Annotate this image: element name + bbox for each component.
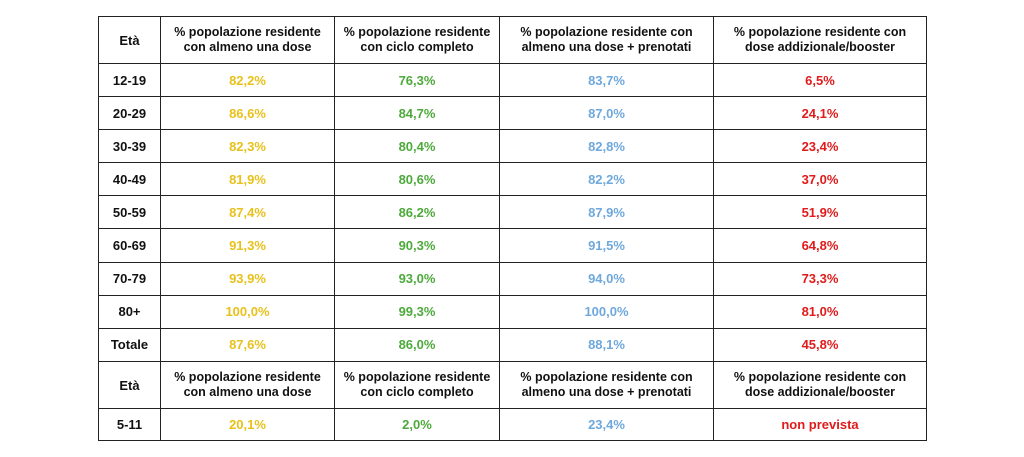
column-header: % popolazione residente con almeno una d…: [160, 361, 335, 409]
percentage-cell: 87,4%: [160, 195, 335, 230]
vaccination-table-children: Età% popolazione residente con almeno un…: [98, 361, 927, 441]
percentage-cell: 82,8%: [499, 129, 714, 164]
percentage-cell: 87,9%: [499, 195, 714, 230]
age-group-cell: 20-29: [98, 96, 161, 131]
percentage-cell: 88,1%: [499, 327, 714, 362]
percentage-cell: 73,3%: [713, 261, 927, 296]
percentage-cell: 80,6%: [334, 162, 500, 197]
percentage-cell: 86,0%: [334, 327, 500, 362]
column-header: % popolazione residente con ciclo comple…: [334, 16, 500, 64]
age-group-cell: 30-39: [98, 129, 161, 164]
percentage-cell: 100,0%: [499, 294, 714, 329]
percentage-cell: non prevista: [713, 408, 927, 441]
percentage-cell: 80,4%: [334, 129, 500, 164]
age-group-cell: 5-11: [98, 408, 161, 441]
percentage-cell: 81,9%: [160, 162, 335, 197]
percentage-cell: 87,0%: [499, 96, 714, 131]
header-row: Età% popolazione residente con almeno un…: [98, 361, 927, 409]
age-column-header: Età: [98, 361, 161, 409]
table-row: 5-11 20,1% 2,0% 23,4% non prevista: [98, 408, 927, 441]
column-header: % popolazione residente con almeno una d…: [499, 16, 714, 64]
vaccination-table-main: Età% popolazione residente con almeno un…: [98, 16, 927, 362]
percentage-cell: 90,3%: [334, 228, 500, 263]
percentage-cell: 76,3%: [334, 62, 500, 98]
age-group-cell: 80+: [98, 294, 161, 329]
header-row: Età% popolazione residente con almeno un…: [98, 16, 927, 64]
column-header: % popolazione residente con ciclo comple…: [334, 361, 500, 409]
percentage-cell: 23,4%: [499, 408, 714, 441]
table-row: Totale 87,6% 86,0% 88,1% 45,8%: [98, 327, 927, 362]
age-group-cell: 12-19: [98, 62, 161, 98]
percentage-cell: 99,3%: [334, 294, 500, 329]
percentage-cell: 91,5%: [499, 228, 714, 263]
percentage-cell: 86,2%: [334, 195, 500, 230]
percentage-cell: 6,5%: [713, 62, 927, 98]
table-row: 12-19 82,2% 76,3% 83,7% 6,5%: [98, 62, 927, 98]
percentage-cell: 93,0%: [334, 261, 500, 296]
table-row: 40-49 81,9% 80,6% 82,2% 37,0%: [98, 162, 927, 197]
percentage-cell: 24,1%: [713, 96, 927, 131]
age-group-cell: 40-49: [98, 162, 161, 197]
percentage-cell: 37,0%: [713, 162, 927, 197]
percentage-cell: 84,7%: [334, 96, 500, 131]
percentage-cell: 82,2%: [499, 162, 714, 197]
age-group-cell: 50-59: [98, 195, 161, 230]
percentage-cell: 20,1%: [160, 408, 335, 441]
table-row: 80+ 100,0% 99,3% 100,0% 81,0%: [98, 294, 927, 329]
table-row: 60-69 91,3% 90,3% 91,5% 64,8%: [98, 228, 927, 263]
age-group-cell: Totale: [98, 327, 161, 362]
percentage-cell: 2,0%: [334, 408, 500, 441]
column-header: % popolazione residente con dose addizio…: [713, 16, 927, 64]
age-group-cell: 60-69: [98, 228, 161, 263]
percentage-cell: 45,8%: [713, 327, 927, 362]
column-header: % popolazione residente con almeno una d…: [499, 361, 714, 409]
column-header: % popolazione residente con dose addizio…: [713, 361, 927, 409]
table-row: 20-29 86,6% 84,7% 87,0% 24,1%: [98, 96, 927, 131]
column-header: % popolazione residente con almeno una d…: [160, 16, 335, 64]
age-column-header: Età: [98, 16, 161, 64]
percentage-cell: 100,0%: [160, 294, 335, 329]
table-row: 30-39 82,3% 80,4% 82,8% 23,4%: [98, 129, 927, 164]
percentage-cell: 86,6%: [160, 96, 335, 131]
percentage-cell: 83,7%: [499, 62, 714, 98]
table-row: 50-59 87,4% 86,2% 87,9% 51,9%: [98, 195, 927, 230]
percentage-cell: 87,6%: [160, 327, 335, 362]
percentage-cell: 94,0%: [499, 261, 714, 296]
table-row: 70-79 93,9% 93,0% 94,0% 73,3%: [98, 261, 927, 296]
percentage-cell: 91,3%: [160, 228, 335, 263]
percentage-cell: 82,3%: [160, 129, 335, 164]
percentage-cell: 51,9%: [713, 195, 927, 230]
percentage-cell: 93,9%: [160, 261, 335, 296]
percentage-cell: 64,8%: [713, 228, 927, 263]
percentage-cell: 81,0%: [713, 294, 927, 329]
percentage-cell: 23,4%: [713, 129, 927, 164]
percentage-cell: 82,2%: [160, 62, 335, 98]
age-group-cell: 70-79: [98, 261, 161, 296]
